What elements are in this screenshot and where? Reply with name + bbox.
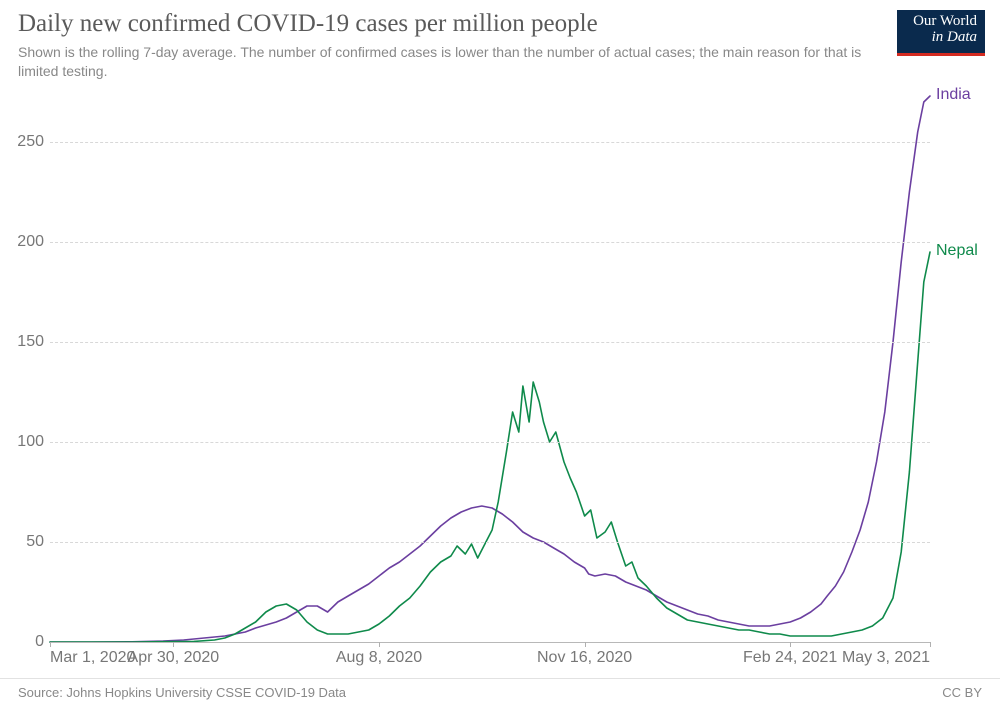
- chart-title: Daily new confirmed COVID-19 cases per m…: [18, 10, 890, 39]
- chart-footer: Source: Johns Hopkins University CSSE CO…: [0, 678, 1000, 706]
- x-tick-label: Nov 16, 2020: [537, 649, 632, 667]
- y-tick-label: 150: [17, 333, 44, 351]
- x-tick: [790, 642, 791, 647]
- y-gridline: [50, 342, 930, 343]
- series-line-nepal: [50, 252, 930, 642]
- x-tick: [585, 642, 586, 647]
- y-tick-label: 250: [17, 133, 44, 151]
- series-label-nepal: Nepal: [936, 242, 978, 260]
- x-tick: [379, 642, 380, 647]
- y-gridline: [50, 442, 930, 443]
- x-tick-label: Apr 30, 2020: [128, 649, 220, 667]
- x-tick-label: Mar 1, 2020: [50, 649, 135, 667]
- logo-line1: Our World: [897, 14, 977, 30]
- source-text: Source: Johns Hopkins University CSSE CO…: [18, 685, 346, 706]
- x-tick-label: Feb 24, 2021: [743, 649, 837, 667]
- x-tick: [50, 642, 51, 647]
- y-tick-label: 0: [35, 633, 44, 651]
- line-series-svg: [50, 92, 930, 642]
- x-tick-label: Aug 8, 2020: [336, 649, 422, 667]
- y-gridline: [50, 242, 930, 243]
- y-gridline: [50, 142, 930, 143]
- series-label-india: India: [936, 86, 971, 104]
- y-tick-label: 100: [17, 433, 44, 451]
- y-tick-label: 200: [17, 233, 44, 251]
- y-gridline: [50, 542, 930, 543]
- x-tick-label: May 3, 2021: [842, 649, 930, 667]
- x-tick: [930, 642, 931, 647]
- chart-header: Daily new confirmed COVID-19 cases per m…: [18, 10, 890, 81]
- x-axis-baseline: [50, 642, 930, 643]
- x-tick: [173, 642, 174, 647]
- owid-logo: Our World in Data: [897, 10, 985, 56]
- chart-container: Daily new confirmed COVID-19 cases per m…: [0, 0, 1000, 706]
- license-text: CC BY: [942, 685, 982, 706]
- chart-subtitle: Shown is the rolling 7-day average. The …: [18, 43, 890, 81]
- y-tick-label: 50: [26, 533, 44, 551]
- plot-area: 050100150200250Mar 1, 2020Apr 30, 2020Au…: [50, 92, 930, 642]
- series-line-india: [50, 96, 930, 642]
- logo-line2: in Data: [897, 30, 977, 46]
